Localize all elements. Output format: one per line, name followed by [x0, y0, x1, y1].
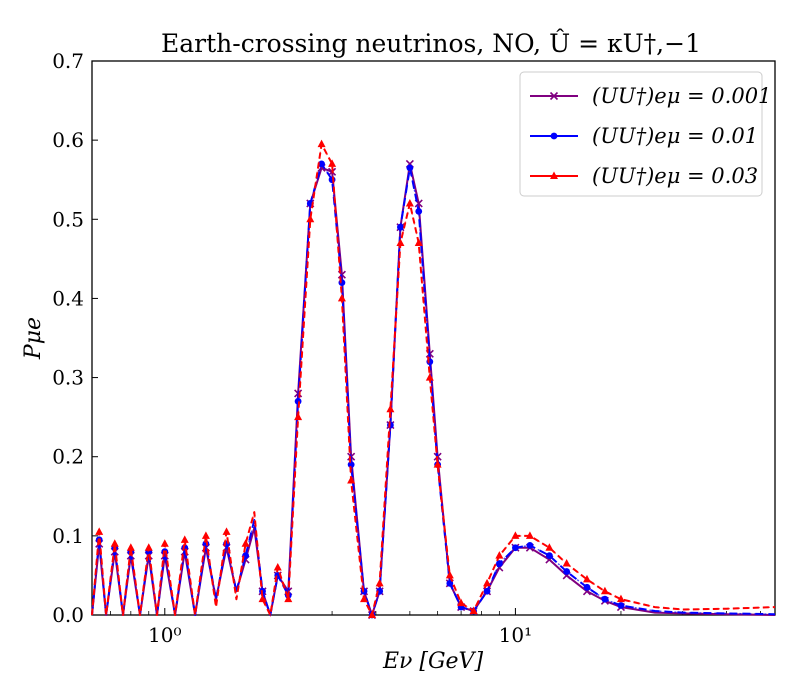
x-tick-label: 10⁰	[148, 623, 181, 647]
triangle-marker	[144, 543, 153, 551]
triangle-marker	[483, 578, 492, 587]
triangle-marker	[110, 539, 119, 547]
triangle-marker	[495, 551, 504, 559]
triangle-marker	[396, 238, 405, 247]
circle-marker	[483, 587, 491, 595]
triangle-marker	[405, 198, 414, 207]
y-tick-label: 0.4	[52, 286, 84, 310]
series-line-dotted	[91, 141, 776, 618]
y-tick-label: 0.6	[52, 128, 84, 152]
circle-marker	[318, 160, 325, 168]
legend-label: (UU†)eμ = 0.01	[592, 124, 758, 148]
triangle-marker	[337, 293, 346, 302]
y-axis-label: Pμe	[21, 317, 46, 360]
triangle-marker	[375, 578, 384, 587]
triangle-marker	[347, 475, 356, 484]
triangle-marker	[294, 412, 303, 421]
series-line	[91, 162, 776, 616]
circle-marker	[545, 552, 553, 560]
triangle-marker	[469, 606, 478, 615]
circle-marker	[512, 544, 519, 552]
legend-label: (UU†)eμ = 0.03	[592, 164, 758, 188]
triangle-marker	[562, 559, 571, 567]
triangle-marker	[273, 563, 282, 571]
series-0	[91, 159, 776, 620]
y-tick-label: 0.7	[52, 49, 84, 73]
y-tick-label: 0.0	[52, 603, 84, 627]
triangle-marker	[425, 373, 434, 381]
triangle-marker	[126, 543, 135, 551]
triangle-marker	[368, 610, 377, 618]
triangle-marker	[616, 594, 625, 603]
y-tick-labels: 0.0 0.1 0.2 0.3 0.4 0.5 0.6 0.7	[52, 49, 84, 627]
y-tick-label: 0.5	[52, 207, 84, 231]
triangle-marker	[180, 535, 189, 543]
triangle-marker	[258, 594, 267, 603]
triangle-marker	[284, 594, 293, 603]
legend-entry: (UU†)eμ = 0.01	[530, 124, 758, 148]
triangle-marker	[511, 531, 520, 539]
x-axis-label: Eν [GeV]	[382, 649, 483, 674]
triangle-marker	[600, 586, 609, 595]
triangle-marker	[545, 543, 554, 551]
circle-marker	[338, 279, 346, 286]
plot-area-frame	[91, 60, 776, 616]
circle-marker	[526, 541, 534, 549]
triangle-marker	[328, 159, 337, 167]
series-layer	[91, 139, 776, 620]
legend-box	[519, 71, 763, 197]
triangle-marker	[433, 460, 442, 468]
series-line	[91, 162, 776, 616]
triangle-marker	[445, 570, 454, 579]
chart-title: Earth-crossing neutrinos, NO, Û = κU†,−1	[161, 29, 701, 58]
series-line	[91, 143, 776, 616]
circle-marker	[563, 568, 571, 575]
circle-marker	[415, 207, 423, 215]
triangle-marker	[222, 527, 231, 535]
x-tick-label: 10¹	[499, 623, 532, 647]
triangle-marker	[525, 531, 534, 539]
circle-marker	[550, 132, 558, 140]
y-tick-label: 0.3	[52, 366, 84, 390]
triangle-marker	[582, 574, 591, 583]
y-tick-label: 0.1	[52, 524, 84, 548]
circle-marker	[406, 164, 414, 172]
triangle-marker	[95, 527, 104, 535]
triangle-marker	[360, 594, 369, 603]
triangle-marker	[550, 171, 558, 179]
legend: (UU†)eμ = 0.001 (UU†)eμ = 0.01 (UU†)eμ = 0…	[519, 71, 771, 197]
x-marker	[549, 91, 559, 101]
circle-marker	[446, 579, 454, 587]
circle-marker	[397, 223, 404, 231]
legend-label: (UU†)eμ = 0.001	[592, 84, 771, 108]
legend-entry: (UU†)eμ = 0.03	[530, 164, 758, 188]
series-2	[91, 139, 776, 618]
triangle-marker	[160, 539, 169, 547]
triangle-marker	[414, 238, 423, 247]
circle-marker	[601, 595, 609, 603]
triangle-marker	[306, 214, 315, 223]
triangle-marker	[317, 139, 326, 148]
legend-entry: (UU†)eμ = 0.001	[530, 84, 771, 108]
circle-marker	[495, 560, 503, 567]
circle-marker	[583, 583, 591, 591]
triangle-marker	[201, 531, 210, 539]
circle-marker	[617, 602, 625, 609]
triangle-marker	[386, 404, 395, 413]
y-tick-label: 0.2	[52, 445, 84, 469]
x-tick-labels: 10⁰ 10¹	[148, 623, 532, 647]
triangle-marker	[241, 539, 250, 547]
triangle-marker	[457, 598, 466, 607]
